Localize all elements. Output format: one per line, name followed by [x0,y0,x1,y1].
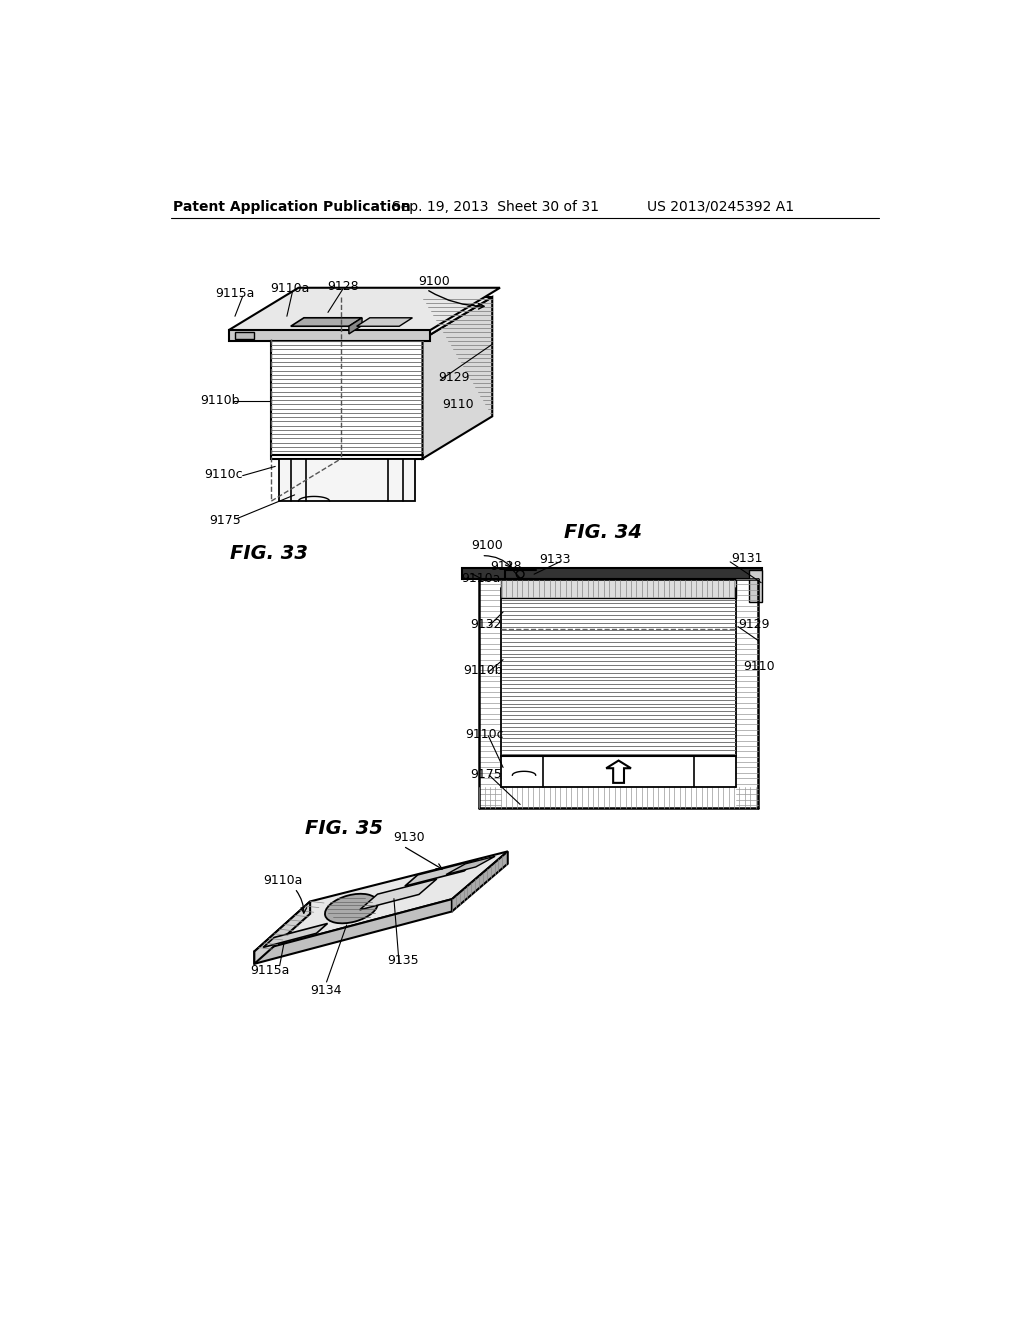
Text: 9128: 9128 [328,280,358,293]
Polygon shape [349,318,362,334]
Text: US 2013/0245392 A1: US 2013/0245392 A1 [647,199,795,214]
Text: 9110: 9110 [442,399,473,412]
Polygon shape [501,578,736,598]
Text: 9175: 9175 [209,513,241,527]
Polygon shape [280,459,415,502]
Text: 9110c: 9110c [465,727,504,741]
Text: FIG. 33: FIG. 33 [230,544,308,562]
Text: 9100: 9100 [471,539,503,552]
Text: 9110b: 9110b [464,664,503,677]
Text: 9132: 9132 [470,618,502,631]
Text: Sep. 19, 2013  Sheet 30 of 31: Sep. 19, 2013 Sheet 30 of 31 [391,199,598,214]
Polygon shape [404,859,477,886]
Text: 9110: 9110 [743,660,775,673]
Text: 9110a: 9110a [270,282,310,296]
Text: 9128: 9128 [490,560,522,573]
Polygon shape [749,570,762,602]
Text: 9110a: 9110a [263,874,303,887]
Polygon shape [234,331,254,339]
Polygon shape [462,568,762,578]
Text: 9131: 9131 [731,552,763,565]
Polygon shape [228,330,430,341]
Polygon shape [291,318,362,326]
Text: 9134: 9134 [310,983,342,997]
Polygon shape [254,851,508,952]
Polygon shape [271,297,493,339]
Text: 9110b: 9110b [200,395,240,408]
Polygon shape [263,924,328,948]
Text: 9115a: 9115a [251,964,290,977]
Text: 9129: 9129 [438,371,469,384]
Text: 9100: 9100 [419,275,451,288]
Text: 9115a: 9115a [216,286,255,300]
Polygon shape [254,899,452,964]
Text: 9175: 9175 [471,768,503,781]
Ellipse shape [325,894,378,923]
Polygon shape [228,288,500,330]
Text: 9135: 9135 [388,954,419,968]
Text: 9133: 9133 [539,553,570,566]
Text: FIG. 35: FIG. 35 [305,818,383,838]
Text: 9110c: 9110c [204,467,243,480]
Text: Patent Application Publication: Patent Application Publication [173,199,411,214]
Polygon shape [356,318,413,326]
Text: 9130: 9130 [393,832,425,843]
Polygon shape [359,879,437,909]
Polygon shape [446,857,495,875]
Polygon shape [423,297,493,459]
Text: FIG. 34: FIG. 34 [564,523,642,543]
Text: 9129: 9129 [738,618,770,631]
Polygon shape [254,902,310,964]
Text: 9110a: 9110a [461,572,501,585]
Polygon shape [452,851,508,911]
